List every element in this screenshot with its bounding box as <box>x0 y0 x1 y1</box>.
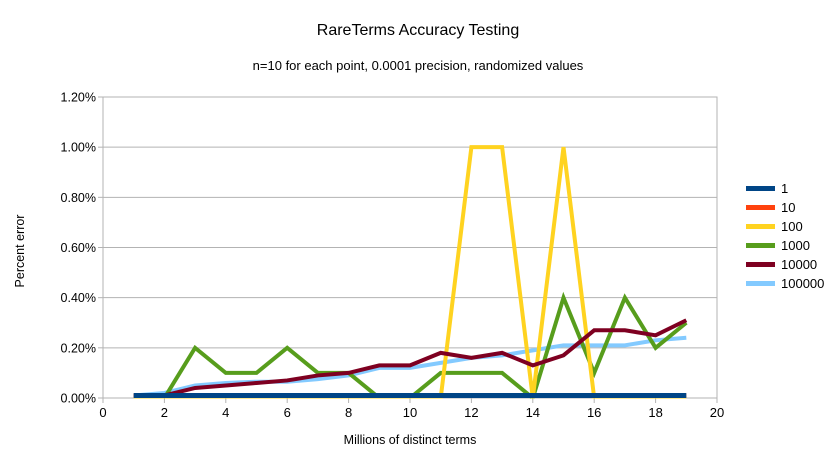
legend-label-1000: 1000 <box>781 238 810 253</box>
x-tick-label: 8 <box>345 405 352 420</box>
x-tick-label: 20 <box>710 405 724 420</box>
legend-swatch-10 <box>746 205 775 210</box>
series-line-10000 <box>133 318 688 398</box>
x-tick-label: 10 <box>403 405 417 420</box>
y-tick-label: 0.00% <box>61 392 96 406</box>
x-tick-label: 2 <box>161 405 168 420</box>
legend-label-10: 10 <box>781 200 796 215</box>
legend-item-100: 100 <box>746 217 836 236</box>
legend-swatch-1 <box>746 186 775 191</box>
legend-label-100000: 100000 <box>781 276 825 291</box>
x-tick-label: 0 <box>99 405 106 420</box>
y-tick-label: 1.00% <box>61 141 96 155</box>
legend-item-1000: 1000 <box>746 236 836 255</box>
x-axis-title: Millions of distinct terms <box>344 433 477 447</box>
x-axis-labels: 0 2 4 6 8 10 12 14 16 18 20 <box>99 405 724 420</box>
legend-item-1: 1 <box>746 179 836 198</box>
y-axis-labels: 0.00% 0.20% 0.40% 0.60% 0.80% 1.00% 1.20% <box>61 91 96 406</box>
series-lines <box>133 145 688 399</box>
chart-subtitle: n=10 for each point, 0.0001 precision, r… <box>253 58 584 73</box>
chart-title: RareTerms Accuracy Testing <box>317 22 519 39</box>
legend-label-100: 100 <box>781 219 803 234</box>
x-tick-label: 14 <box>526 405 540 420</box>
y-tick-label: 0.60% <box>61 241 96 255</box>
x-tick-label: 16 <box>587 405 601 420</box>
x-tick-label: 12 <box>464 405 478 420</box>
y-tick-label: 0.20% <box>61 341 96 355</box>
x-tick-label: 4 <box>222 405 229 420</box>
chart-legend: 1 10 100 1000 10000 100000 <box>746 179 836 293</box>
gridlines <box>103 96 717 399</box>
series-line-100 <box>133 145 687 399</box>
legend-item-10000: 10000 <box>746 255 836 274</box>
legend-label-10000: 10000 <box>781 257 818 272</box>
legend-swatch-100000 <box>746 281 775 286</box>
legend-swatch-10000 <box>746 262 775 267</box>
legend-label-1: 1 <box>781 181 789 196</box>
y-tick-label: 0.80% <box>61 191 96 205</box>
series-line-100000 <box>133 335 687 398</box>
legend-item-100000: 100000 <box>746 274 836 293</box>
y-tick-label: 1.20% <box>61 91 96 105</box>
y-axis-title: Percent error <box>13 215 27 288</box>
axis-ticks <box>98 96 718 403</box>
legend-swatch-1000 <box>746 243 775 248</box>
y-tick-label: 0.40% <box>61 291 96 305</box>
legend-swatch-100 <box>746 224 775 229</box>
x-tick-label: 6 <box>284 405 291 420</box>
x-tick-label: 18 <box>648 405 662 420</box>
legend-item-10: 10 <box>746 198 836 217</box>
